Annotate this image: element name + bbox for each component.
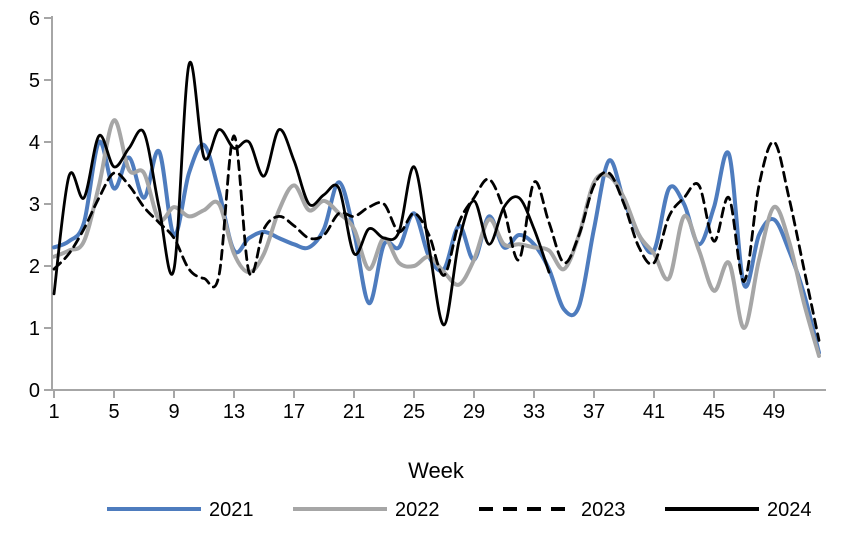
x-tick-label: 29 [463,401,485,423]
x-tick-label: 21 [343,401,365,423]
y-tick-label: 1 [29,318,40,340]
series-line-2021 [52,139,821,355]
x-tick-label: 1 [48,401,59,423]
y-tick-label: 4 [29,132,40,154]
x-tick-label: 33 [523,401,545,423]
y-tick-label: 5 [29,70,40,92]
x-axis-title: Week [408,458,465,483]
x-tick-label: 9 [168,401,179,423]
legend-label-2024: 2024 [767,499,812,521]
x-tick-label: 49 [763,401,785,423]
x-tick-label: 45 [703,401,725,423]
y-tick-label: 3 [29,194,40,216]
x-tick-label: 25 [403,401,425,423]
series-line-2024 [52,60,551,327]
x-tick-label: 5 [108,401,119,423]
legend-label-2021: 2021 [209,499,254,521]
legend-label-2022: 2022 [395,499,440,521]
x-tick-label: 17 [283,401,305,423]
y-tick-label: 6 [29,8,40,30]
x-tick-label: 37 [583,401,605,423]
y-tick-label: 2 [29,256,40,278]
x-tick-label: 13 [223,401,245,423]
legend-label-2023: 2023 [581,499,626,521]
series-line-2023 [52,134,821,342]
y-tick-label: 0 [29,380,40,402]
x-tick-label: 41 [643,401,665,423]
